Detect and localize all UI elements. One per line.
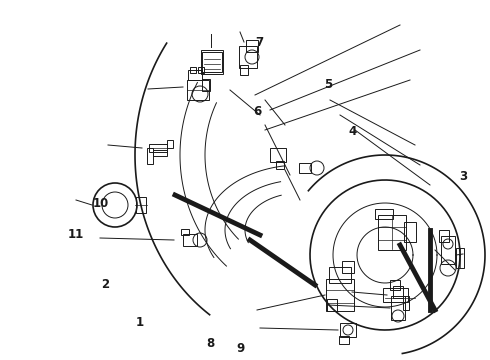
Text: 7: 7 xyxy=(256,36,264,49)
Bar xyxy=(239,46,257,68)
Bar xyxy=(383,288,408,302)
Text: 3: 3 xyxy=(459,170,467,183)
Bar xyxy=(378,215,406,249)
Bar xyxy=(339,336,349,344)
Bar xyxy=(188,70,202,80)
Text: 2: 2 xyxy=(101,278,109,291)
Bar xyxy=(202,52,222,72)
Text: 8: 8 xyxy=(207,337,215,350)
Bar xyxy=(136,197,146,213)
Bar xyxy=(167,140,173,148)
Bar xyxy=(391,296,405,320)
Bar xyxy=(270,148,286,162)
Text: 6: 6 xyxy=(253,105,261,118)
Bar xyxy=(190,67,196,73)
Text: 11: 11 xyxy=(68,228,84,240)
Bar xyxy=(439,230,449,242)
Bar xyxy=(183,234,197,246)
Bar xyxy=(326,279,354,311)
Bar xyxy=(342,261,354,273)
Bar xyxy=(202,79,210,91)
Bar xyxy=(456,248,464,268)
Bar xyxy=(393,286,403,298)
Bar xyxy=(390,280,400,290)
Text: 9: 9 xyxy=(236,342,244,355)
Bar xyxy=(153,150,167,156)
Text: 1: 1 xyxy=(136,316,144,329)
Bar xyxy=(375,209,393,219)
Bar xyxy=(240,65,248,75)
Bar xyxy=(327,299,337,311)
Bar xyxy=(403,296,409,310)
Bar xyxy=(187,80,209,100)
Bar xyxy=(149,144,167,152)
Bar xyxy=(276,161,284,169)
Bar xyxy=(198,67,204,73)
Bar xyxy=(181,229,189,235)
Bar xyxy=(441,236,455,264)
Text: 5: 5 xyxy=(324,78,332,91)
Text: 4: 4 xyxy=(349,125,357,138)
Bar xyxy=(404,222,416,242)
Bar xyxy=(340,323,356,337)
Bar xyxy=(201,50,223,74)
Text: 10: 10 xyxy=(92,197,109,210)
Bar xyxy=(329,267,351,283)
Bar xyxy=(299,163,311,173)
Bar xyxy=(246,40,258,52)
Bar xyxy=(147,148,153,164)
